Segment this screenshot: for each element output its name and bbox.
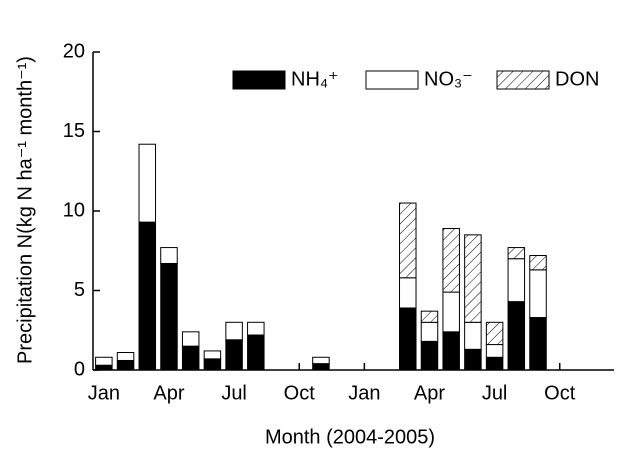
- x-axis-title: Month (2004-2005): [265, 426, 435, 448]
- bar-segment: [399, 277, 417, 309]
- bar-segment: [312, 363, 330, 371]
- x-tick-label: Jan: [88, 382, 120, 404]
- bar-segment: [203, 350, 222, 360]
- y-tick-label: 20: [63, 40, 85, 62]
- bar-segment: [160, 262, 178, 371]
- bar-segment: [464, 348, 482, 371]
- bar-segment: [464, 234, 482, 323]
- y-tick-label: 0: [74, 358, 85, 380]
- x-tick-label: Oct: [544, 382, 576, 404]
- bar-segment: [138, 221, 157, 371]
- bar-segment: [529, 317, 547, 371]
- x-tick-label: Apr: [414, 382, 445, 404]
- bar-segment: [181, 345, 200, 371]
- bar-segment: [116, 352, 135, 361]
- bar-segment: [485, 344, 504, 358]
- bar-segment: [485, 356, 504, 371]
- bar-segment: [95, 364, 113, 371]
- bar-segment: [138, 143, 157, 223]
- bar-segment: [116, 359, 135, 371]
- bar-segment: [247, 321, 265, 336]
- bar-segment: [507, 247, 526, 260]
- x-tick-label: Jan: [348, 382, 380, 404]
- x-tick-label: Oct: [284, 382, 316, 404]
- bar-segment: [399, 307, 417, 371]
- bar-segment: [420, 310, 439, 323]
- legend-label: NO₃⁻: [424, 68, 473, 90]
- bar-segment: [507, 301, 526, 371]
- bar-segment: [442, 291, 460, 333]
- x-tick-label: Jul: [221, 382, 247, 404]
- bar-segment: [420, 321, 439, 342]
- bar-segment: [312, 356, 330, 365]
- bar-segment: [529, 255, 547, 271]
- bar-segment: [420, 340, 439, 371]
- bar-segment: [442, 331, 460, 371]
- legend-label: NH₄⁺: [291, 68, 339, 90]
- legend-swatch: [365, 70, 419, 90]
- bar-segment: [225, 321, 243, 341]
- bar-segment: [399, 202, 417, 279]
- bar-segment: [95, 356, 113, 366]
- y-tick-label: 5: [74, 279, 85, 301]
- y-axis-title: Precipitation N(kg N ha⁻¹ month⁻¹): [14, 56, 36, 364]
- x-tick-label: Jul: [482, 382, 508, 404]
- x-tick-label: Apr: [153, 382, 184, 404]
- bar-segment: [485, 321, 504, 346]
- bar-segment: [247, 334, 265, 371]
- bar-segment: [225, 339, 243, 371]
- bar-segment: [529, 269, 547, 319]
- legend-label: DON: [555, 68, 599, 90]
- bar-segment: [203, 358, 222, 371]
- y-tick-label: 15: [63, 120, 85, 142]
- y-tick-label: 10: [63, 199, 85, 221]
- bar-segment: [160, 247, 178, 264]
- bar-segment: [464, 321, 482, 350]
- legend-swatch: [496, 70, 550, 90]
- legend-swatch: [232, 70, 286, 90]
- bar-segment: [507, 258, 526, 303]
- bar-segment: [181, 331, 200, 347]
- bar-segment: [442, 227, 460, 293]
